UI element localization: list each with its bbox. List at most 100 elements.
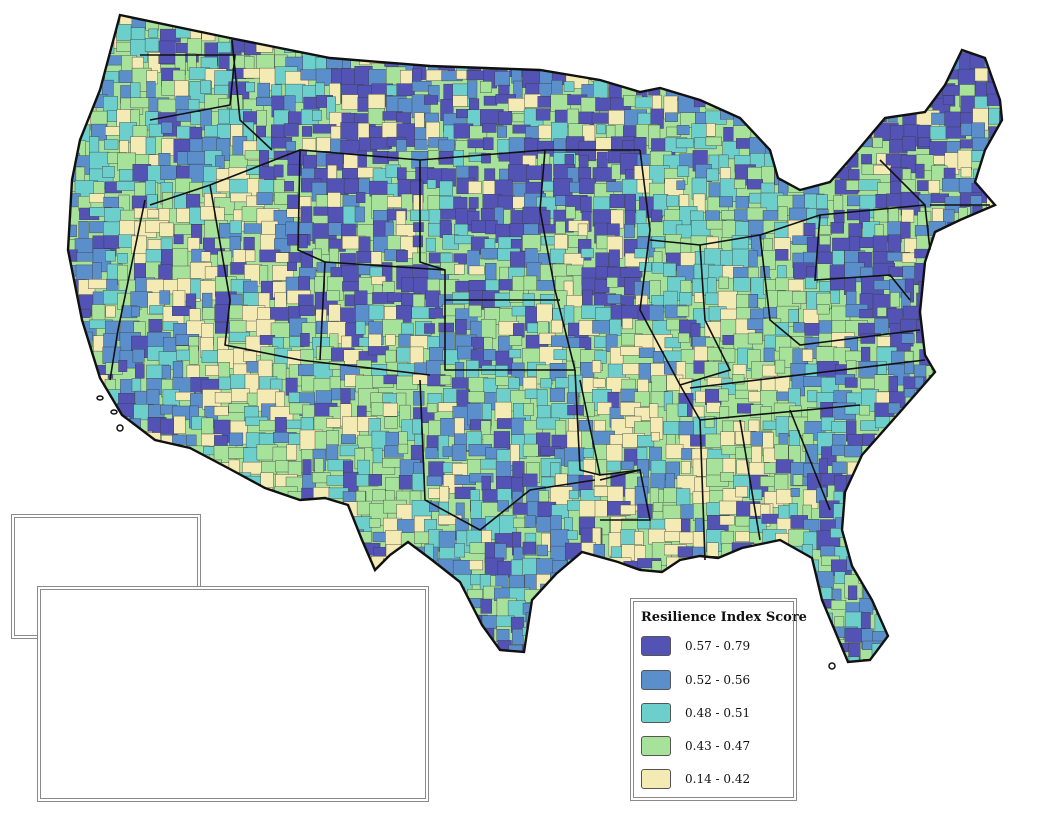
county-cell	[594, 560, 606, 570]
county-cell	[930, 614, 942, 630]
county-cell	[453, 628, 475, 645]
county-cell	[918, 477, 931, 495]
county-cell	[452, 654, 474, 662]
county-cell	[720, 472, 735, 482]
county-cell	[872, 486, 893, 501]
county-cell	[578, 653, 590, 662]
county-cell	[536, 303, 553, 323]
county-cell	[202, 15, 219, 28]
county-cell	[986, 225, 1002, 244]
county-cell	[104, 434, 119, 445]
county-cell	[900, 221, 911, 239]
county-cell	[482, 123, 497, 133]
county-cell	[792, 474, 803, 486]
county-cell	[369, 518, 381, 528]
county-cell	[959, 252, 976, 265]
county-cell	[973, 292, 994, 307]
county-cell	[831, 52, 848, 75]
county-cell	[692, 458, 707, 477]
county-cell	[930, 654, 949, 662]
county-cell	[89, 472, 112, 496]
county-cell	[582, 601, 604, 622]
county-cell	[944, 349, 968, 361]
county-cell	[230, 374, 246, 390]
county-cell	[706, 168, 719, 182]
county-cell	[690, 52, 710, 68]
county-cell	[68, 66, 76, 88]
county-cell	[607, 24, 626, 34]
county-cell	[245, 320, 259, 332]
county-cell	[929, 28, 948, 37]
county-cell	[722, 555, 741, 578]
county-cell	[731, 542, 755, 557]
county-cell	[918, 487, 932, 506]
county-cell	[805, 154, 820, 173]
county-cell	[368, 474, 382, 486]
county-cell	[481, 152, 491, 164]
county-cell	[735, 83, 753, 102]
county-cell	[890, 626, 905, 640]
county-cell	[875, 476, 900, 492]
county-cell	[286, 557, 298, 579]
county-cell	[989, 490, 1002, 507]
county-cell	[595, 39, 608, 62]
county-cell	[974, 544, 994, 562]
county-cell	[845, 80, 863, 95]
county-cell	[915, 163, 925, 179]
county-cell	[159, 222, 174, 237]
county-cell	[918, 38, 940, 56]
county-cell	[359, 15, 382, 29]
county-cell	[763, 462, 777, 474]
county-cell	[75, 402, 96, 421]
county-cell	[694, 82, 711, 97]
county-cell	[188, 345, 199, 365]
county-cell	[929, 125, 948, 140]
county-cell	[733, 277, 751, 292]
county-cell	[68, 15, 71, 35]
county-cell	[568, 41, 590, 65]
county-cell	[77, 15, 92, 34]
county-cell	[985, 377, 998, 390]
county-cell	[523, 403, 534, 416]
county-cell	[860, 53, 874, 72]
county-cell	[821, 80, 843, 95]
county-cell	[955, 234, 971, 246]
county-cell	[1003, 529, 1018, 542]
county-cell	[877, 673, 894, 687]
county-cell	[916, 28, 928, 45]
legend-item: 0.48 - 0.51	[641, 702, 750, 724]
county-cell	[243, 56, 255, 79]
county-cell	[287, 545, 300, 566]
county-cell	[591, 112, 610, 124]
county-cell	[667, 26, 679, 36]
county-cell	[412, 555, 430, 570]
county-cell	[946, 360, 957, 377]
county-cell	[78, 67, 97, 87]
county-cell	[565, 572, 586, 591]
county-cell	[829, 125, 849, 140]
county-cell	[89, 193, 105, 203]
county-cell	[875, 557, 895, 571]
county-cell	[563, 305, 575, 325]
county-cell	[302, 138, 317, 151]
county-cell	[889, 15, 908, 35]
county-cell	[676, 180, 686, 190]
county-cell	[746, 15, 771, 26]
county-cell	[201, 350, 220, 364]
county-cell	[974, 612, 996, 629]
county-cell	[933, 627, 945, 641]
county-cell	[118, 490, 139, 504]
county-cell	[931, 434, 942, 444]
county-cell	[1000, 27, 1002, 37]
county-cell	[776, 98, 786, 108]
county-cell	[217, 491, 231, 503]
county-cell	[494, 543, 507, 560]
county-cell	[620, 504, 636, 515]
county-cell	[958, 264, 976, 278]
county-cell	[134, 390, 149, 406]
county-cell	[844, 54, 869, 69]
county-cell	[806, 671, 825, 694]
county-cell	[610, 653, 627, 662]
county-cell	[130, 472, 152, 494]
county-cell	[918, 531, 930, 541]
